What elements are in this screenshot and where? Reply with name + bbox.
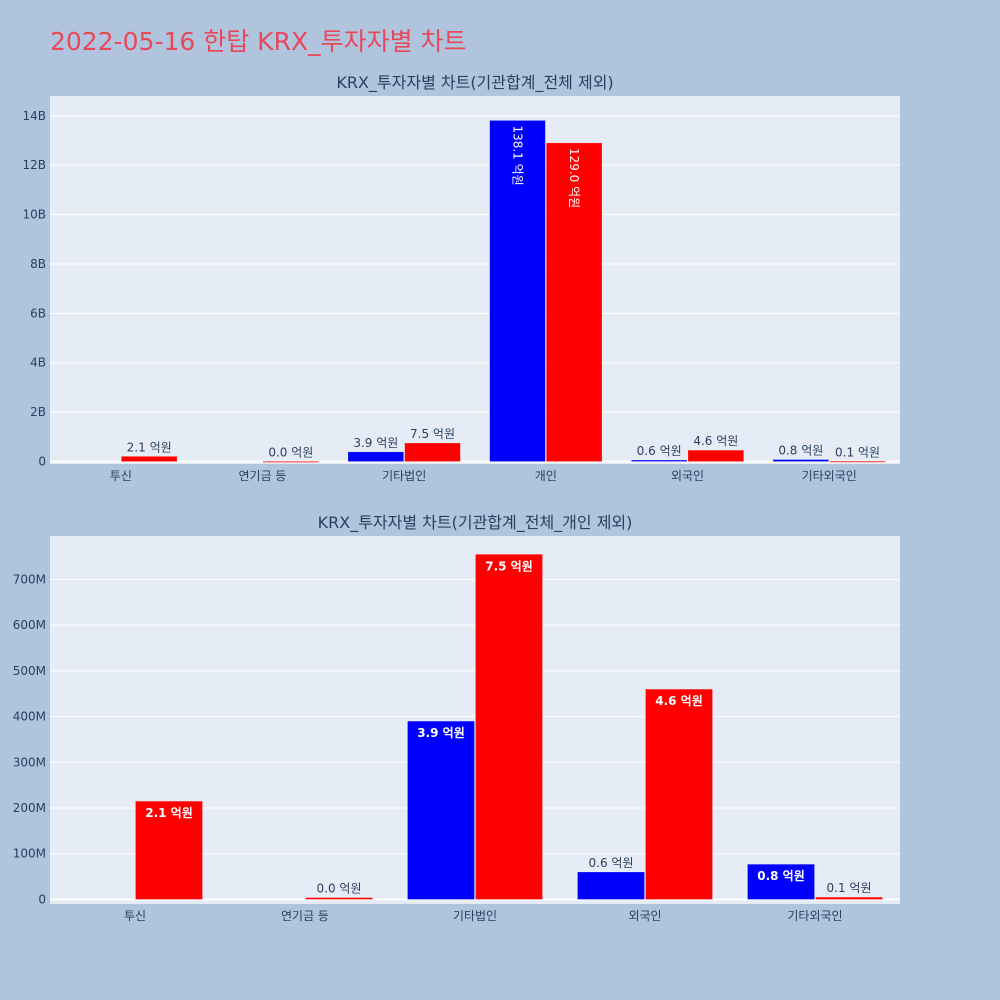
data-label: 7.5 억원 [410, 427, 455, 441]
bar [347, 451, 404, 462]
bar [135, 800, 203, 900]
data-label: 4.6 억원 [655, 694, 703, 708]
chart-excluding-individuals: KRX_투자자별 차트(기관합계_전체_개인 제외) 0 100M 200M 300M 4… [13, 513, 900, 923]
bar [489, 120, 546, 462]
bar [772, 459, 829, 462]
y-tick-label: 14B [22, 109, 46, 123]
data-label: 0.1 억원 [827, 881, 872, 895]
x-tick-label: 개인 [535, 469, 557, 483]
bar [687, 449, 744, 462]
chart-all-investors: KRX_투자자별 차트(기관합계_전체 제외) 0 2B 4B 6B 8B 10B 12B 14… [22, 73, 900, 483]
y-tick-label: 6B [30, 306, 46, 320]
data-label: 0.1 억원 [835, 445, 880, 459]
data-label: 0.6 억원 [589, 856, 634, 870]
bar [475, 554, 543, 900]
data-label: 0.0 억원 [317, 882, 362, 896]
bar [305, 897, 373, 900]
chart-title: KRX_투자자별 차트(기관합계_전체 제외) [336, 73, 613, 93]
y-tick-label: 2B [30, 405, 46, 419]
data-label: 0.0 억원 [268, 445, 313, 459]
y-tick-label: 100M [13, 847, 46, 861]
bar [546, 142, 603, 462]
page-title: 2022-05-16 한탑 KRX_투자자별 차트 [50, 27, 467, 56]
x-tick-label: 연기금 등 [239, 469, 287, 483]
y-tick-label: 4B [30, 356, 46, 370]
data-label: 0.6 억원 [637, 444, 682, 458]
bar [645, 688, 713, 900]
x-tick-label: 기타법인 [453, 909, 497, 923]
bar [121, 456, 178, 462]
x-tick-label: 외국인 [628, 909, 661, 923]
bar [747, 863, 815, 900]
data-label: 129.0 억원 [567, 148, 581, 208]
y-tick-label: 600M [13, 618, 46, 632]
y-tick-label: 400M [13, 710, 46, 724]
bar [262, 461, 319, 463]
data-label: 2.1 억원 [127, 440, 172, 454]
y-tick-label: 10B [22, 208, 46, 222]
y-tick-label: 300M [13, 755, 46, 769]
data-label: 0.8 억원 [757, 869, 805, 883]
bar [577, 871, 645, 900]
y-tick-label: 200M [13, 801, 46, 815]
y-tick-label: 0 [38, 455, 46, 469]
x-tick-label: 투신 [124, 909, 146, 923]
bar [829, 461, 886, 463]
x-tick-label: 기타외국인 [802, 469, 857, 483]
bar [404, 442, 461, 462]
x-tick-label: 연기금 등 [281, 909, 329, 923]
chart-title: KRX_투자자별 차트(기관합계_전체_개인 제외) [318, 513, 633, 533]
data-label: 3.9 억원 [417, 726, 465, 740]
x-tick-label: 투신 [110, 469, 132, 483]
y-tick-label: 0 [38, 892, 46, 906]
plot-area [50, 96, 900, 464]
data-label: 3.9 억원 [353, 436, 398, 450]
data-label: 4.6 억원 [693, 434, 738, 448]
bar [815, 896, 883, 900]
y-tick-label: 700M [13, 572, 46, 586]
bar [407, 720, 475, 900]
data-label: 2.1 억원 [145, 806, 193, 820]
x-tick-label: 기타법인 [382, 469, 426, 483]
data-label: 138.1 억원 [511, 125, 525, 185]
y-tick-label: 12B [22, 158, 46, 172]
x-tick-label: 외국인 [671, 469, 704, 483]
y-tick-label: 500M [13, 664, 46, 678]
data-label: 0.8 억원 [778, 444, 823, 458]
y-tick-label: 8B [30, 257, 46, 271]
data-label: 7.5 억원 [485, 559, 533, 573]
bar [631, 459, 688, 462]
x-tick-label: 기타외국인 [787, 909, 842, 923]
